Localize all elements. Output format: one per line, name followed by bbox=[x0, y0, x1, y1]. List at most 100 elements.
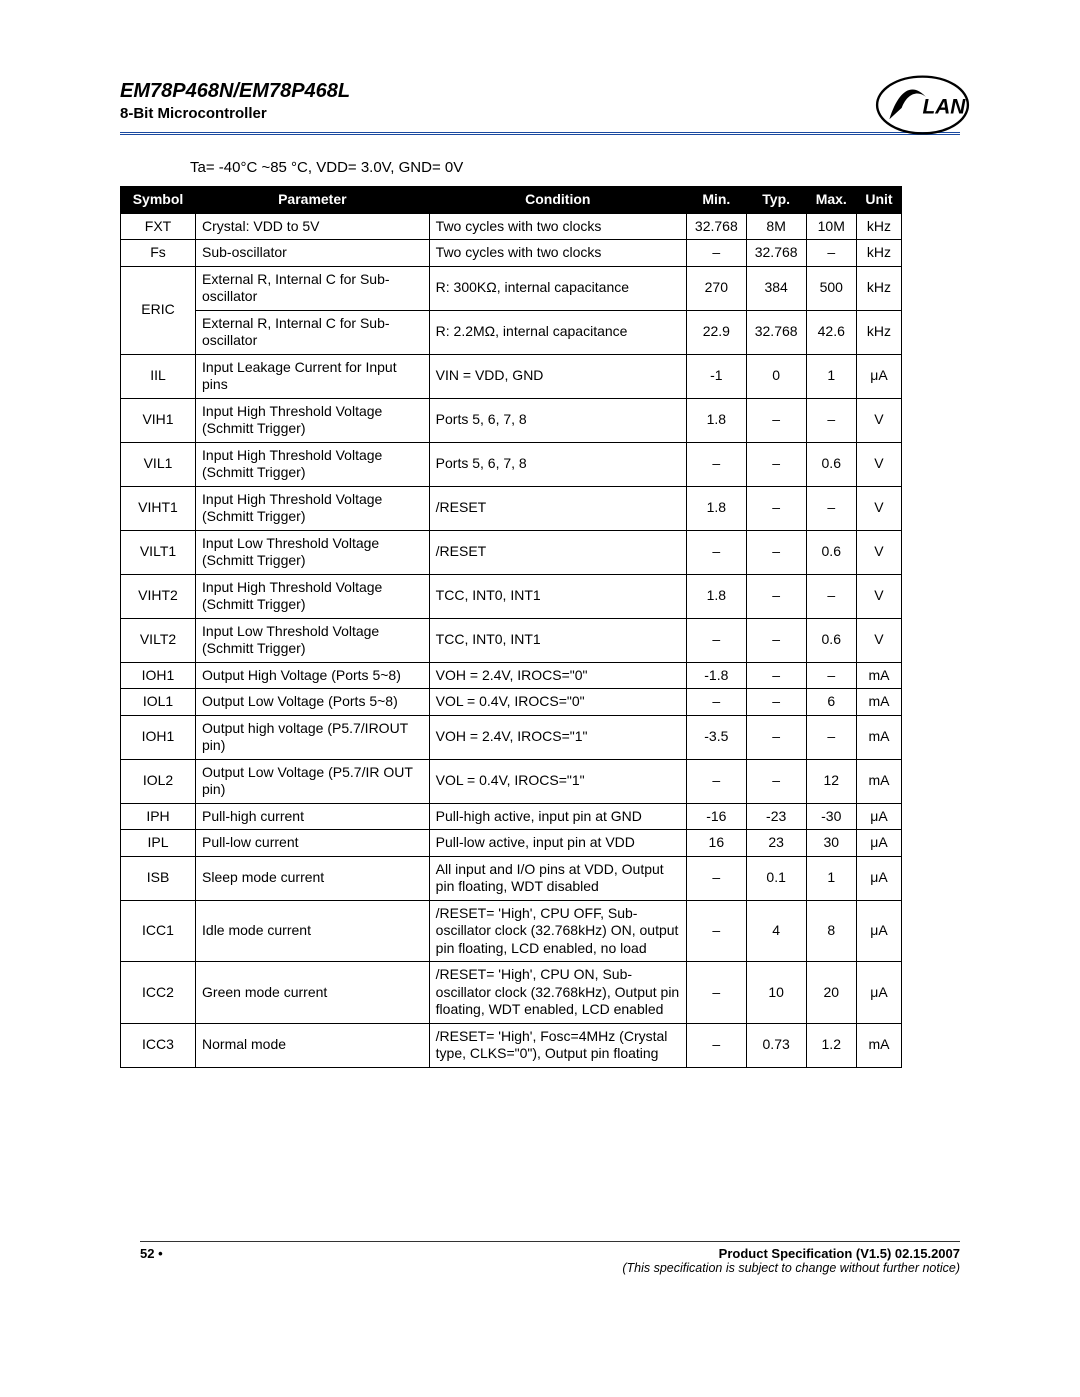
col-typ: Typ. bbox=[746, 187, 806, 214]
col-condition: Condition bbox=[429, 187, 686, 214]
cell-max: 12 bbox=[806, 759, 856, 803]
page-header: EM78P468N/EM78P468L 8-Bit Microcontrolle… bbox=[120, 80, 960, 135]
cell-typ: – bbox=[746, 689, 806, 716]
cell-max: – bbox=[806, 715, 856, 759]
cell-min: 270 bbox=[686, 266, 746, 310]
cell-parameter: Output Low Voltage (P5.7/IR OUT pin) bbox=[196, 759, 430, 803]
table-row: IOL2Output Low Voltage (P5.7/IR OUT pin)… bbox=[121, 759, 902, 803]
cell-min: – bbox=[686, 689, 746, 716]
table-row: IOH1Output high voltage (P5.7/IROUT pin)… bbox=[121, 715, 902, 759]
cell-condition: VOL = 0.4V, IROCS="0" bbox=[429, 689, 686, 716]
cell-typ: – bbox=[746, 618, 806, 662]
table-row: FXTCrystal: VDD to 5VTwo cycles with two… bbox=[121, 213, 902, 240]
cell-max: 8 bbox=[806, 900, 856, 962]
cell-min: 22.9 bbox=[686, 310, 746, 354]
cell-parameter: Input High Threshold Voltage (Schmitt Tr… bbox=[196, 398, 430, 442]
cell-min: -3.5 bbox=[686, 715, 746, 759]
cell-max: 500 bbox=[806, 266, 856, 310]
cell-typ: – bbox=[746, 486, 806, 530]
cell-typ: -23 bbox=[746, 803, 806, 830]
cell-condition: Pull-low active, input pin at VDD bbox=[429, 830, 686, 857]
cell-parameter: Output Low Voltage (Ports 5~8) bbox=[196, 689, 430, 716]
cell-unit: V bbox=[856, 618, 901, 662]
cell-max: – bbox=[806, 662, 856, 689]
doc-subtitle: 8-Bit Microcontroller bbox=[120, 105, 960, 122]
cell-unit: kHz bbox=[856, 310, 901, 354]
cell-min: 1.8 bbox=[686, 574, 746, 618]
brand-logo-icon: LAN bbox=[875, 70, 970, 140]
cell-unit: V bbox=[856, 442, 901, 486]
cell-parameter: Normal mode bbox=[196, 1023, 430, 1067]
cell-condition: /RESET bbox=[429, 486, 686, 530]
cell-typ: – bbox=[746, 662, 806, 689]
cell-parameter: External R, Internal C for Sub-oscillato… bbox=[196, 266, 430, 310]
cell-condition: All input and I/O pins at VDD, Output pi… bbox=[429, 856, 686, 900]
cell-parameter: Sleep mode current bbox=[196, 856, 430, 900]
cell-parameter: External R, Internal C for Sub-oscillato… bbox=[196, 310, 430, 354]
cell-symbol: ICC2 bbox=[121, 962, 196, 1024]
cell-min: -1 bbox=[686, 354, 746, 398]
cell-parameter: Input Low Threshold Voltage (Schmitt Tri… bbox=[196, 618, 430, 662]
cell-unit: V bbox=[856, 530, 901, 574]
cell-max: 30 bbox=[806, 830, 856, 857]
cell-unit: μA bbox=[856, 830, 901, 857]
col-max: Max. bbox=[806, 187, 856, 214]
cell-symbol: ISB bbox=[121, 856, 196, 900]
cell-parameter: Sub-oscillator bbox=[196, 240, 430, 267]
footer-spec-version: Product Specification (V1.5) 02.15.2007 bbox=[622, 1246, 960, 1261]
cell-unit: mA bbox=[856, 715, 901, 759]
table-row: VIHT1Input High Threshold Voltage (Schmi… bbox=[121, 486, 902, 530]
cell-condition: /RESET= 'High', CPU ON, Sub-oscillator c… bbox=[429, 962, 686, 1024]
cell-min: – bbox=[686, 856, 746, 900]
table-header: Symbol Parameter Condition Min. Typ. Max… bbox=[121, 187, 902, 214]
cell-min: – bbox=[686, 759, 746, 803]
col-parameter: Parameter bbox=[196, 187, 430, 214]
cell-condition: VOH = 2.4V, IROCS="1" bbox=[429, 715, 686, 759]
cell-typ: 4 bbox=[746, 900, 806, 962]
cell-condition: TCC, INT0, INT1 bbox=[429, 618, 686, 662]
cell-symbol: VIHT2 bbox=[121, 574, 196, 618]
cell-parameter: Output high voltage (P5.7/IROUT pin) bbox=[196, 715, 430, 759]
cell-condition: Ports 5, 6, 7, 8 bbox=[429, 398, 686, 442]
cell-symbol: IPL bbox=[121, 830, 196, 857]
cell-parameter: Idle mode current bbox=[196, 900, 430, 962]
page: EM78P468N/EM78P468L 8-Bit Microcontrolle… bbox=[0, 0, 1080, 1397]
cell-unit: V bbox=[856, 398, 901, 442]
footer-right: Product Specification (V1.5) 02.15.2007 … bbox=[622, 1246, 960, 1275]
cell-parameter: Pull-high current bbox=[196, 803, 430, 830]
cell-condition: VIN = VDD, GND bbox=[429, 354, 686, 398]
cell-unit: kHz bbox=[856, 240, 901, 267]
cell-min: – bbox=[686, 530, 746, 574]
cell-unit: V bbox=[856, 486, 901, 530]
table-row: ERICExternal R, Internal C for Sub-oscil… bbox=[121, 266, 902, 310]
cell-typ: – bbox=[746, 442, 806, 486]
cell-max: 0.6 bbox=[806, 618, 856, 662]
cell-max: – bbox=[806, 574, 856, 618]
table-row: VILT1Input Low Threshold Voltage (Schmit… bbox=[121, 530, 902, 574]
svg-text:LAN: LAN bbox=[923, 96, 967, 119]
cell-min: – bbox=[686, 1023, 746, 1067]
cell-condition: Ports 5, 6, 7, 8 bbox=[429, 442, 686, 486]
cell-min: – bbox=[686, 442, 746, 486]
cell-typ: – bbox=[746, 530, 806, 574]
cell-max: 42.6 bbox=[806, 310, 856, 354]
cell-max: 0.6 bbox=[806, 442, 856, 486]
table-row: VILT2Input Low Threshold Voltage (Schmit… bbox=[121, 618, 902, 662]
cell-symbol: IOH1 bbox=[121, 715, 196, 759]
cell-parameter: Input Low Threshold Voltage (Schmitt Tri… bbox=[196, 530, 430, 574]
cell-typ: – bbox=[746, 574, 806, 618]
cell-parameter: Input High Threshold Voltage (Schmitt Tr… bbox=[196, 486, 430, 530]
page-number: 52 • bbox=[140, 1246, 163, 1275]
cell-unit: mA bbox=[856, 759, 901, 803]
cell-max: – bbox=[806, 240, 856, 267]
cell-parameter: Output High Voltage (Ports 5~8) bbox=[196, 662, 430, 689]
cell-min: – bbox=[686, 240, 746, 267]
cell-typ: – bbox=[746, 398, 806, 442]
table-row: ICC3Normal mode/RESET= 'High', Fosc=4MHz… bbox=[121, 1023, 902, 1067]
cell-max: 6 bbox=[806, 689, 856, 716]
table-row: ICC1Idle mode current/RESET= 'High', CPU… bbox=[121, 900, 902, 962]
cell-typ: 32.768 bbox=[746, 310, 806, 354]
cell-condition: VOH = 2.4V, IROCS="0" bbox=[429, 662, 686, 689]
cell-symbol: VILT1 bbox=[121, 530, 196, 574]
cell-min: -16 bbox=[686, 803, 746, 830]
